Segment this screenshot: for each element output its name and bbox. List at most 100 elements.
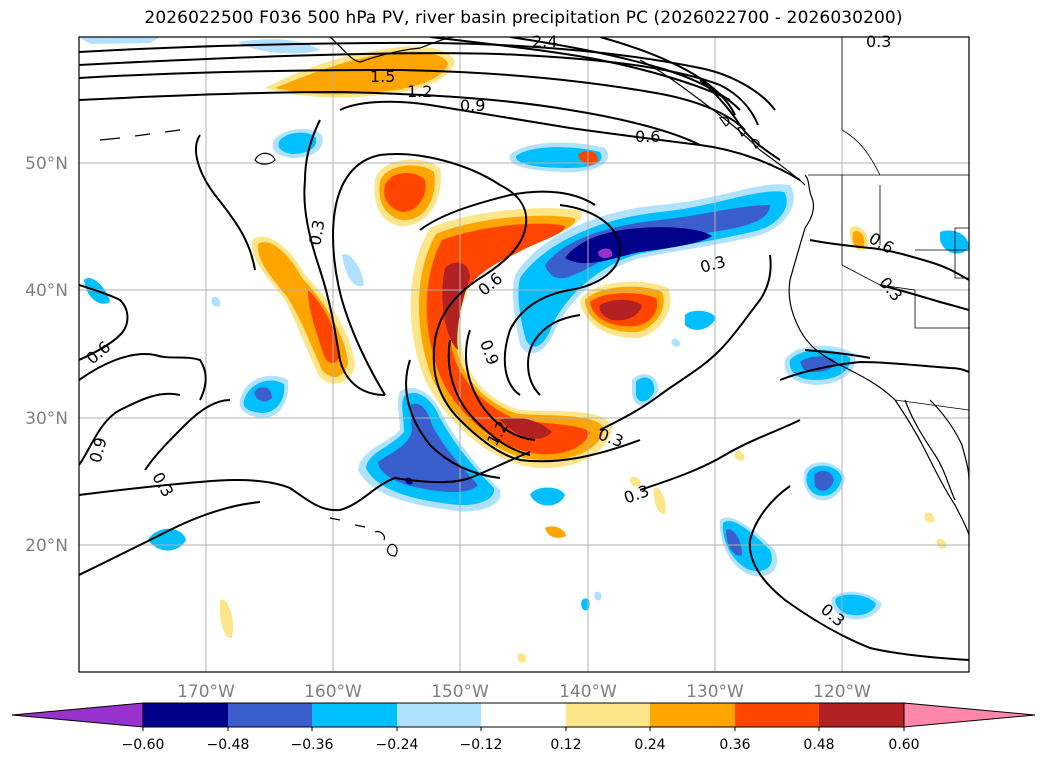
anomaly-positive [852,230,865,249]
pv-contour [809,239,969,281]
colorbar-tick-label: −0.60 [122,737,165,753]
coastline-canada-bc [804,174,815,229]
anomaly-negative [238,39,320,54]
lat-label: 20°N [25,536,68,556]
latitude-labels: 50°N 40°N 30°N 20°N [25,154,68,556]
pv-contour [195,134,256,271]
lon-label: 140°W [559,682,617,702]
anomaly-positive [599,299,642,321]
colorbar-segment [566,703,650,727]
contour-label: 0.3 [698,252,728,277]
pv-contour [699,79,781,161]
pv-contour [879,284,969,311]
colorbar-tick-label: 0.36 [719,737,750,753]
pv-contour [748,485,969,661]
anomaly-negative [835,594,876,616]
anomaly-negative [594,591,602,601]
colorbar-segment [228,703,312,727]
pv-contour [79,477,396,512]
colorbar-tick-label: −0.12 [460,737,503,753]
pv-contour [779,360,969,381]
anomaly-negative [800,356,836,372]
pv-contour [332,153,528,396]
colorbar-extend-max [903,702,1036,728]
anomaly-negative [378,403,478,493]
pv-contour [79,41,776,111]
pv-contour [527,314,581,396]
anomaly-negative [342,254,364,287]
anomaly-negative [726,529,742,556]
colorbar-frame [142,702,905,728]
contour-label: 1.2 [407,82,432,101]
anomaly-positive [275,51,448,95]
lon-label: 120°W [813,682,871,702]
pv-contour [339,100,801,181]
colorbar-segment [397,703,481,727]
pv-contour [79,501,261,576]
contour-label: 0.9 [460,96,485,115]
anomaly-positive [653,487,666,515]
coastline-baja-peninsula [904,399,956,501]
anomaly-negative [685,310,716,330]
contour-label: 0.9 [476,337,503,367]
map-title: 2026022500 F036 500 hPa PV, river basin … [144,8,903,28]
colorbar-segment [143,703,228,727]
pv-contour [432,274,641,463]
anomaly-negative [254,387,272,402]
pv-contour [79,392,181,466]
colorbar-extend-min [11,702,144,728]
lat-label: 30°N [25,409,68,429]
anomaly-negative [530,487,565,506]
pv-contour [599,254,772,431]
pv-contour [804,349,871,359]
contour-label: 2.4 [532,32,557,51]
anomaly-negative [211,296,221,307]
anomaly-positive [734,450,745,461]
lat-label: 40°N [25,281,68,301]
pv-contour [405,359,501,479]
border-us-mexico [894,399,969,411]
pv-contour [639,419,801,491]
anomaly-negative [814,470,834,491]
pv-contour [394,451,531,484]
contour-label: 0.3 [875,273,906,305]
coastline-aleutians [99,129,276,165]
political-borders [808,37,969,411]
map-frame [78,36,970,673]
anomaly-positive [936,538,947,549]
anomaly-positive [545,526,566,538]
lon-label: 150°W [431,682,489,702]
anomaly-positive [629,476,641,487]
pv-contour [79,52,759,126]
pv-contour [503,204,622,396]
anomaly-negative [940,230,969,254]
pv-contour [79,68,746,131]
colorbar-tick-label: −0.36 [291,737,334,753]
lon-label: 170°W [177,682,235,702]
anomaly-negative [79,37,160,44]
contour-label: 0.9 [86,435,111,465]
lon-label: 130°W [686,682,744,702]
gridlines [79,37,969,672]
pv-contour [429,37,731,101]
colorbar-tick-label: 0.12 [550,737,581,753]
coastline-baja [894,399,969,536]
pv-contour [79,284,129,361]
anomaly-positive [219,599,234,639]
colorbar-segment [735,703,819,727]
contour-label: 0.3 [866,32,891,51]
pv-contour [144,399,231,471]
contour-label: 0.3 [148,469,177,501]
coastline-alaska-panhandle [639,59,806,186]
pv-contour [599,37,736,116]
pv-contour [79,353,207,401]
coastline-mexico [929,399,969,481]
coastline-hawaii [329,517,398,557]
anomaly-positive [500,417,552,439]
contour-label: 0.6 [866,228,898,257]
colorbar-tick-label: 0.60 [888,737,919,753]
anomaly-positive [442,262,470,350]
border-states [841,37,969,329]
contour-label: 0.3 [621,481,651,508]
